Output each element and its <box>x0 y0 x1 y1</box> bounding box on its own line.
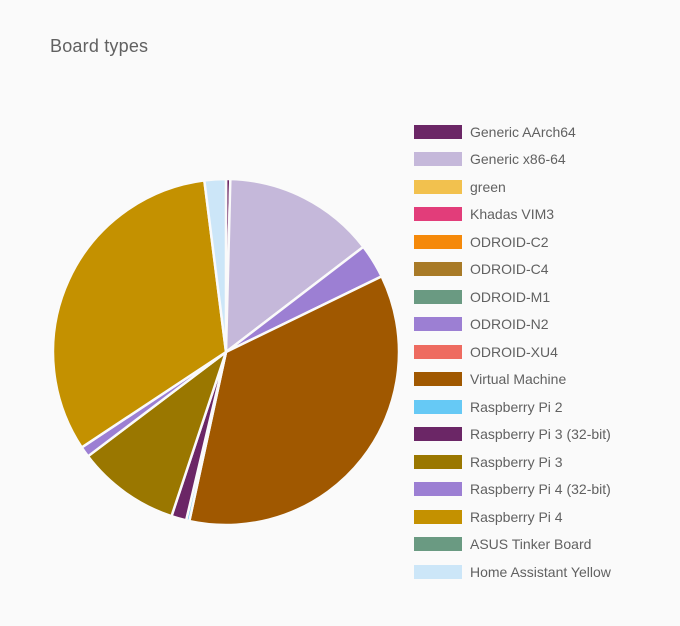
legend-label: Raspberry Pi 2 <box>470 398 563 415</box>
legend-label: ODROID-M1 <box>470 288 551 305</box>
legend-item-odroid-xu4[interactable]: ODROID-XU4 <box>414 338 611 366</box>
legend-swatch <box>414 234 462 249</box>
legend-label: Raspberry Pi 3 (32-bit) <box>470 426 611 443</box>
legend-item-generic-aarch64[interactable]: Generic AArch64 <box>414 118 611 146</box>
legend-swatch <box>414 262 462 277</box>
legend-item-odroid-m1[interactable]: ODROID-M1 <box>414 283 611 311</box>
legend-label: Raspberry Pi 4 <box>470 508 563 525</box>
legend-swatch <box>414 372 462 387</box>
legend-item-home-assistant-yellow[interactable]: Home Assistant Yellow <box>414 558 611 586</box>
legend-item-raspberry-pi-4-32-bit[interactable]: Raspberry Pi 4 (32-bit) <box>414 476 611 504</box>
legend-item-odroid-c2[interactable]: ODROID-C2 <box>414 228 611 256</box>
legend-item-raspberry-pi-2[interactable]: Raspberry Pi 2 <box>414 393 611 421</box>
legend-swatch <box>414 124 462 139</box>
legend-swatch <box>414 289 462 304</box>
legend-label: Raspberry Pi 4 (32-bit) <box>470 481 611 498</box>
pie-slice-home-assistant-yellow[interactable] <box>203 177 228 354</box>
legend-swatch <box>414 399 462 414</box>
pie-slice-raspberry-pi-4[interactable] <box>51 179 228 449</box>
chart-legend: Generic AArch64 Generic x86-64 green Khadas… <box>414 118 611 586</box>
legend-label: ODROID-XU4 <box>470 343 558 360</box>
legend-swatch <box>414 537 462 552</box>
legend-item-khadas-vim3[interactable]: Khadas VIM3 <box>414 201 611 229</box>
legend-item-raspberry-pi-3[interactable]: Raspberry Pi 3 <box>414 448 611 476</box>
legend-label: Raspberry Pi 3 <box>470 453 563 470</box>
legend-label: ODROID-N2 <box>470 316 549 333</box>
legend-swatch <box>414 482 462 497</box>
legend-label: Virtual Machine <box>470 371 567 388</box>
legend-swatch <box>414 152 462 167</box>
legend-item-raspberry-pi-4[interactable]: Raspberry Pi 4 <box>414 503 611 531</box>
legend-item-green[interactable]: green <box>414 173 611 201</box>
legend-swatch <box>414 344 462 359</box>
legend-item-odroid-n2[interactable]: ODROID-N2 <box>414 311 611 339</box>
legend-label: ODROID-C2 <box>470 233 549 250</box>
pie-slice-raspberry-pi-3[interactable] <box>86 350 228 518</box>
legend-swatch <box>414 207 462 222</box>
pie-slice-virtual-machine[interactable] <box>188 275 401 527</box>
legend-item-odroid-c4[interactable]: ODROID-C4 <box>414 256 611 284</box>
legend-label: green <box>470 178 506 195</box>
chart-title: Board types <box>50 36 149 56</box>
legend-swatch <box>414 454 462 469</box>
legend-item-raspberry-pi-3-32-bit[interactable]: Raspberry Pi 3 (32-bit) <box>414 421 611 449</box>
legend-label: Home Assistant Yellow <box>470 563 611 580</box>
pie-slice-generic-x86-64[interactable] <box>224 177 365 354</box>
legend-swatch <box>414 317 462 332</box>
legend-swatch <box>414 427 462 442</box>
legend-item-virtual-machine[interactable]: Virtual Machine <box>414 366 611 394</box>
legend-label: Khadas VIM3 <box>470 206 555 223</box>
legend-label: Generic AArch64 <box>470 123 576 140</box>
legend-label: ASUS Tinker Board <box>470 536 592 553</box>
legend-item-generic-x86-64[interactable]: Generic x86-64 <box>414 146 611 174</box>
legend-swatch <box>414 179 462 194</box>
legend-label: ODROID-C4 <box>470 261 549 278</box>
legend-label: Generic x86-64 <box>470 151 566 168</box>
legend-item-asus-tinker-board[interactable]: ASUS Tinker Board <box>414 531 611 559</box>
legend-swatch <box>414 509 462 524</box>
legend-swatch <box>414 564 462 579</box>
